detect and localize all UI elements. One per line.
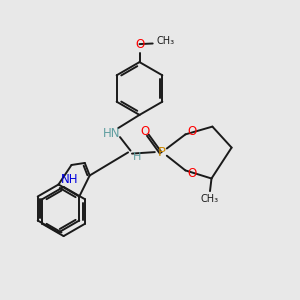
Text: NH: NH xyxy=(61,173,79,186)
Text: CH₃: CH₃ xyxy=(201,194,219,203)
Text: O: O xyxy=(188,125,197,138)
Text: P: P xyxy=(158,146,165,159)
Text: O: O xyxy=(141,125,150,138)
Text: HN: HN xyxy=(103,127,120,140)
Text: O: O xyxy=(135,38,144,51)
Text: H: H xyxy=(133,152,141,162)
Text: O: O xyxy=(188,167,197,180)
Text: CH₃: CH₃ xyxy=(157,35,175,46)
